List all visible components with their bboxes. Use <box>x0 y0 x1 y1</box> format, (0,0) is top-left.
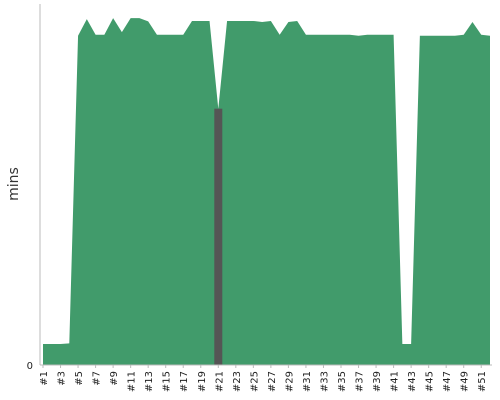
data-point-14 <box>155 33 159 37</box>
data-point-22 <box>225 19 229 23</box>
data-point-42 <box>400 342 404 346</box>
data-point-5 <box>76 34 80 38</box>
x-tick-label: #25 <box>249 371 260 392</box>
x-tick-label: #37 <box>355 371 366 392</box>
data-point-26 <box>260 20 264 24</box>
data-point-18 <box>190 19 194 23</box>
data-point-24 <box>243 19 247 23</box>
data-point-51 <box>479 33 483 37</box>
data-point-3 <box>59 342 63 346</box>
data-point-19 <box>199 19 203 23</box>
x-tick-label: #15 <box>162 371 173 392</box>
data-point-4 <box>67 341 71 345</box>
y-axis-ticks: 0 <box>27 361 33 372</box>
data-point-50 <box>470 20 474 24</box>
x-tick-label: #31 <box>302 371 313 392</box>
x-tick-label: #49 <box>460 371 471 392</box>
data-point-12 <box>137 16 141 20</box>
highlight-bar[interactable] <box>214 108 223 365</box>
data-point-44 <box>418 34 422 38</box>
x-tick-label: #23 <box>232 371 243 392</box>
data-point-33 <box>321 33 325 37</box>
data-point-28 <box>278 33 282 37</box>
data-point-7 <box>94 33 98 37</box>
x-tick-label: #29 <box>284 371 295 392</box>
data-point-49 <box>462 33 466 37</box>
data-point-39 <box>374 33 378 37</box>
data-point-11 <box>129 16 133 20</box>
data-point-48 <box>453 34 457 38</box>
data-point-31 <box>304 33 308 37</box>
x-tick-label: #27 <box>267 371 278 392</box>
x-tick-label: #33 <box>319 371 330 392</box>
y-axis-label: mins <box>6 167 22 201</box>
x-tick-label: #17 <box>179 371 190 392</box>
data-point-15 <box>164 33 168 37</box>
data-point-9 <box>111 16 115 20</box>
y-tick-label: 0 <box>27 361 33 372</box>
data-point-46 <box>435 34 439 38</box>
data-point-16 <box>172 33 176 37</box>
data-point-20 <box>208 19 212 23</box>
area-series <box>43 18 490 366</box>
data-point-27 <box>269 19 273 23</box>
data-point-36 <box>348 33 352 37</box>
data-point-38 <box>365 33 369 37</box>
data-point-41 <box>392 33 396 37</box>
x-tick-label: #9 <box>109 371 120 386</box>
x-tick-label: #11 <box>127 371 138 392</box>
x-tick-label: #19 <box>197 371 208 392</box>
data-point-13 <box>146 19 150 23</box>
x-axis-ticks: #1 #3 #5 #7 #9 #11 #13 #15 #17 #19 #21 #23 #25 #27 #29… <box>39 365 488 392</box>
data-point-1 <box>41 342 45 346</box>
data-point-29 <box>286 20 290 24</box>
data-point-10 <box>120 30 124 34</box>
data-point-40 <box>383 33 387 37</box>
data-point-35 <box>339 33 343 37</box>
x-tick-label: #1 <box>39 371 50 386</box>
x-tick-label: #39 <box>372 371 383 392</box>
data-point-34 <box>330 33 334 37</box>
x-tick-label: #43 <box>407 371 418 392</box>
data-point-17 <box>181 33 185 37</box>
data-point-47 <box>444 34 448 38</box>
data-point-23 <box>234 19 238 23</box>
x-tick-label: #13 <box>144 371 155 392</box>
data-point-30 <box>295 19 299 23</box>
data-point-45 <box>427 34 431 38</box>
data-point-43 <box>409 342 413 346</box>
data-point-8 <box>102 33 106 37</box>
x-tick-label: #5 <box>74 371 85 386</box>
x-tick-label: #7 <box>92 371 103 386</box>
data-point-32 <box>313 33 317 37</box>
plot-area <box>41 16 492 366</box>
x-tick-label: #21 <box>214 371 225 392</box>
x-tick-label: #45 <box>425 371 436 392</box>
data-point-2 <box>50 342 54 346</box>
data-point-6 <box>85 17 89 21</box>
x-tick-label: #41 <box>390 371 401 392</box>
x-tick-label: #3 <box>57 371 68 386</box>
data-point-25 <box>251 19 255 23</box>
x-tick-label: #35 <box>337 371 348 392</box>
data-point-37 <box>357 34 361 38</box>
x-tick-label: #47 <box>442 371 453 392</box>
data-point-52 <box>488 34 492 38</box>
x-tick-label: #51 <box>477 371 488 392</box>
